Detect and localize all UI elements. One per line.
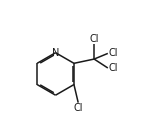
Text: Cl: Cl bbox=[108, 48, 118, 58]
Text: Cl: Cl bbox=[108, 63, 118, 73]
Text: Cl: Cl bbox=[89, 34, 99, 44]
Text: N: N bbox=[52, 48, 59, 58]
Text: Cl: Cl bbox=[73, 103, 83, 113]
